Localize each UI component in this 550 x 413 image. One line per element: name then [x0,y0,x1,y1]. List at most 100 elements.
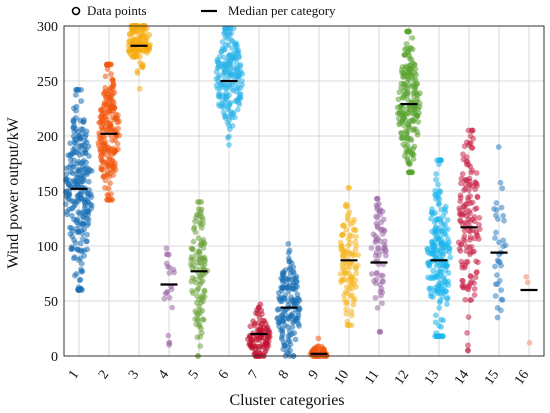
series-2 [95,61,123,203]
data-point [226,32,233,39]
data-point [467,228,474,234]
data-point [110,108,117,114]
data-point [88,205,95,212]
data-point [105,144,112,151]
data-point [226,100,233,107]
data-point [428,215,434,222]
medians [70,44,538,355]
data-point [72,178,79,185]
data-point [462,238,468,244]
data-point [81,116,87,123]
data-point [401,91,408,98]
data-point [374,223,381,229]
data-point [230,74,237,80]
data-point [116,118,122,125]
data-point [458,258,465,265]
data-point [78,98,85,104]
data-point [76,277,83,284]
data-point [256,327,263,334]
data-point [373,269,380,276]
data-point [69,212,75,219]
data-point [442,231,449,238]
data-point [401,52,408,58]
data-point [395,96,402,103]
data-point [99,157,105,164]
data-point [494,216,501,223]
data-point [229,54,236,61]
data-point [73,271,80,277]
data-point [432,209,439,216]
data-point [440,250,446,257]
data-point [189,287,196,294]
x-tick-label: 4 [156,368,172,382]
data-point [102,177,109,184]
data-point [280,279,286,286]
data-point [341,276,348,283]
x-tick-label: 12 [392,368,412,388]
data-point [464,347,471,354]
data-point [407,45,413,52]
data-point [344,203,351,210]
data-point [461,264,468,271]
data-point [437,216,444,223]
data-point [296,323,302,329]
data-point [73,86,79,93]
data-point [339,222,346,229]
data-point [96,134,103,141]
data-point [98,115,105,121]
data-point [77,240,84,247]
data-point [62,201,69,207]
data-point [405,110,411,117]
data-point [456,211,463,218]
data-point [200,272,207,278]
data-point [429,275,436,281]
data-point [100,149,107,156]
data-point [446,245,453,252]
data-point [347,280,354,287]
data-point [110,81,117,87]
data-point [473,205,480,212]
data-point [352,238,359,245]
data-point [342,250,349,257]
y-tick-label: 300 [37,20,58,35]
x-tick-label: 14 [452,368,472,388]
data-point [466,175,473,182]
data-point [406,28,412,35]
data-point [430,251,437,257]
y-axis-label: Wind power output/kW [5,116,22,268]
data-point [98,124,105,131]
data-point [215,91,222,98]
data-point [355,252,362,259]
data-point [199,307,206,314]
data-point [84,171,91,177]
data-point [401,153,408,159]
data-point [494,304,501,311]
data-point [198,199,205,205]
y-tick-label: 150 [37,185,58,200]
data-point [459,277,466,284]
data-point [105,90,112,97]
x-tick-label: 6 [216,368,232,382]
data-point [233,48,240,54]
data-point [222,29,228,36]
data-point [347,293,354,300]
y-tick-labels: 0 50 100 150 200 250 300 [37,20,58,365]
data-point [475,236,482,242]
data-point [476,214,483,221]
data-point [275,306,282,312]
data-point [345,236,352,242]
data-point [465,127,472,134]
data-point [436,322,442,329]
data-point [435,284,442,291]
data-point [291,318,298,325]
data-point [343,284,350,290]
data-point [136,85,143,92]
data-point [237,63,243,70]
data-point [493,229,499,236]
data-point [471,280,477,287]
series-12 [394,28,423,176]
data-point [401,81,408,87]
data-point [496,239,502,246]
data-point [408,56,415,63]
data-point [83,159,90,166]
